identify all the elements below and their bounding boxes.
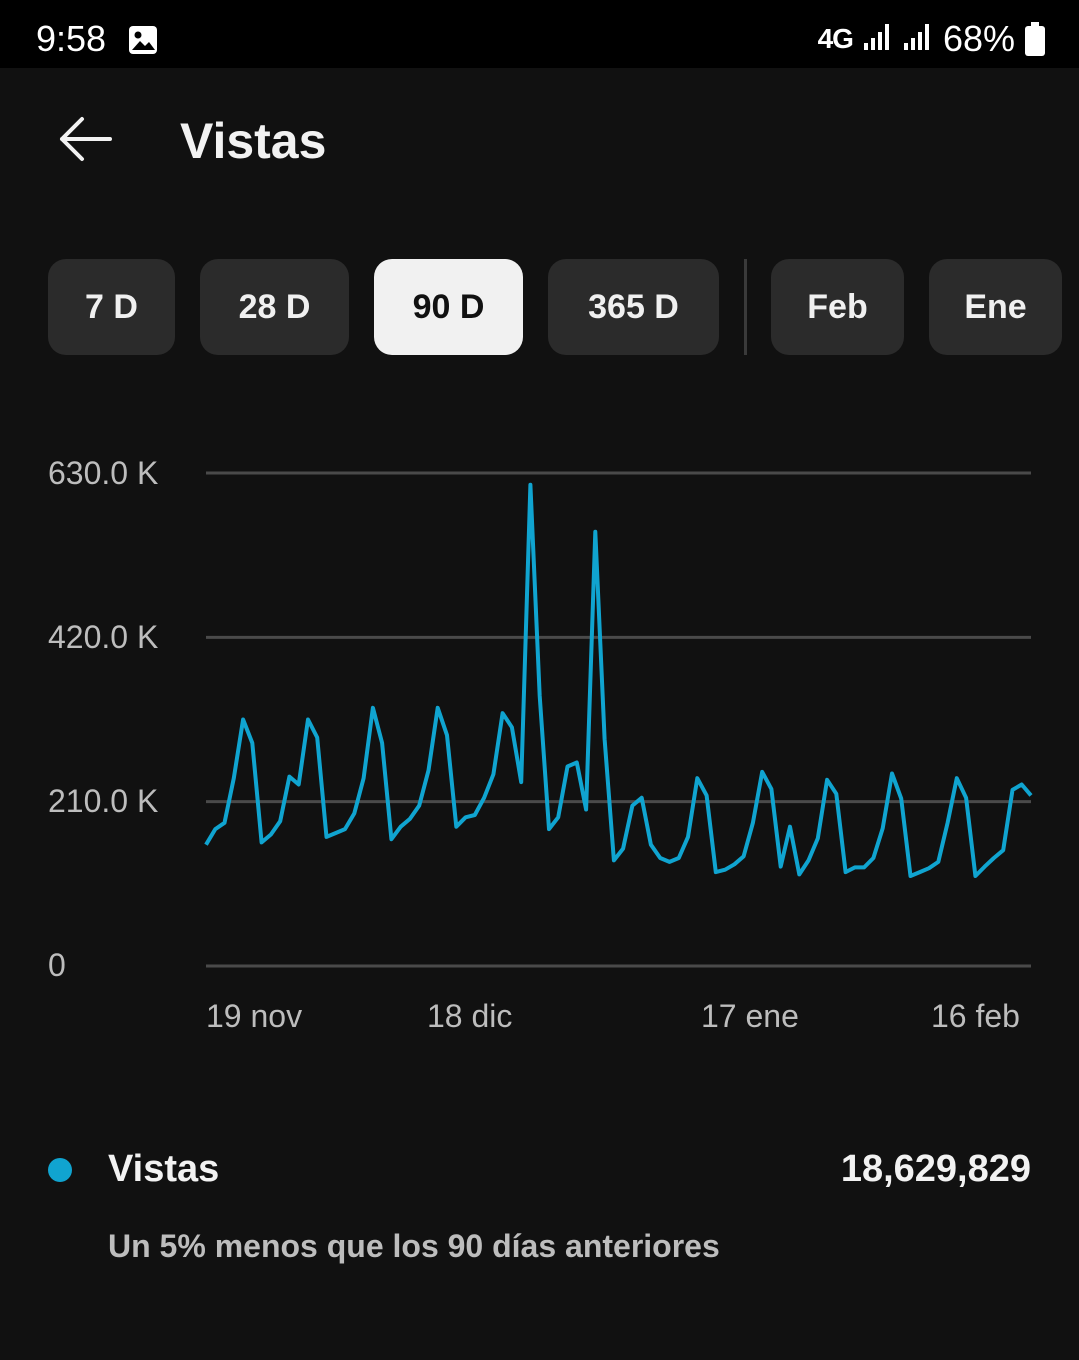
- chip-divider: [744, 259, 747, 355]
- y-tick-label: 210.0 K: [48, 783, 159, 819]
- legend-label: Vistas: [108, 1148, 220, 1190]
- series-color-dot: [48, 1158, 72, 1182]
- views-line-chart: 630.0 K 420.0 K 210.0 K 0 19 nov 18 dic …: [0, 440, 1079, 1060]
- page-title: Vistas: [180, 113, 327, 169]
- series-line-vistas: [204, 482, 1033, 878]
- image-notification-icon: [127, 24, 159, 56]
- y-tick-label: 630.0 K: [48, 455, 159, 491]
- signal-strength-icon-2: [903, 18, 933, 60]
- y-tick-label: 420.0 K: [48, 619, 159, 655]
- back-arrow-icon[interactable]: [56, 110, 114, 168]
- total-views-value: 18,629,829: [840, 1148, 1031, 1190]
- chip-label: 28 D: [238, 287, 311, 326]
- x-tick-label: 17 ene: [701, 998, 799, 1034]
- range-chip-28d[interactable]: 28 D: [200, 259, 349, 355]
- status-bar: 9:58 4G 68%: [0, 0, 1079, 68]
- chip-label: 7 D: [85, 287, 138, 326]
- x-tick-label: 16 feb: [931, 998, 1020, 1034]
- y-tick-label: 0: [48, 947, 66, 983]
- signal-strength-icon-1: [863, 18, 893, 60]
- x-tick-label: 19 nov: [206, 998, 303, 1034]
- comparison-text: Un 5% menos que los 90 días anteriores: [108, 1228, 720, 1264]
- range-chip-ene[interactable]: Ene: [929, 259, 1062, 355]
- app-bar: Vistas: [0, 68, 1079, 218]
- status-time: 9:58: [36, 18, 107, 59]
- battery-percentage: 68%: [942, 18, 1015, 59]
- network-type-label: 4G: [817, 23, 854, 54]
- date-range-chips: 7 D 28 D 90 D 365 D Feb Ene: [0, 259, 1079, 355]
- chip-label: Ene: [964, 287, 1027, 326]
- chart-canvas: [204, 471, 1033, 968]
- chip-label: Feb: [807, 287, 868, 326]
- range-chip-365d[interactable]: 365 D: [548, 259, 719, 355]
- battery-icon: [1025, 22, 1045, 56]
- x-tick-label: 18 dic: [427, 998, 513, 1034]
- legend-summary: Vistas 18,629,829 Un 5% menos que los 90…: [0, 1140, 1079, 1280]
- range-chip-7d[interactable]: 7 D: [48, 259, 175, 355]
- range-chip-90d[interactable]: 90 D: [374, 259, 523, 355]
- range-chip-feb[interactable]: Feb: [771, 259, 904, 355]
- chip-label: 365 D: [588, 287, 679, 326]
- chip-label: 90 D: [412, 287, 485, 326]
